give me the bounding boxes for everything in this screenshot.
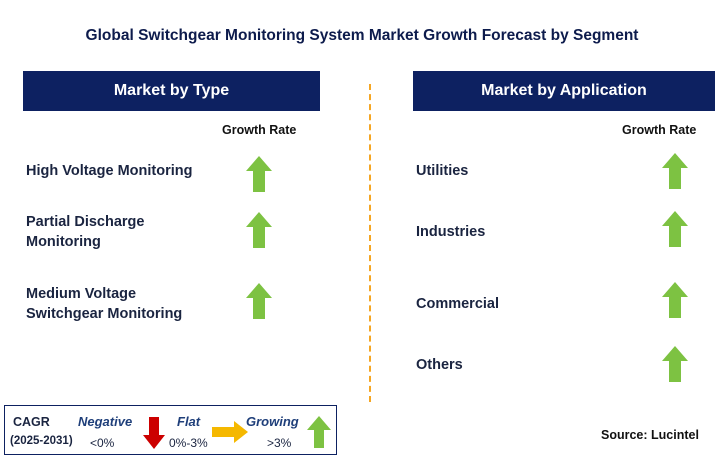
type-item-label: Medium Voltage — [26, 286, 137, 302]
type-item-label-line2: Switchgear Monitoring — [26, 306, 183, 322]
up-arrow-icon — [662, 346, 688, 382]
legend-negative-range: <0% — [90, 436, 115, 450]
down-arrow-icon — [143, 417, 165, 449]
dashed-divider — [369, 84, 371, 402]
up-arrow-icon — [307, 416, 331, 448]
legend-growing-range: >3% — [267, 436, 292, 450]
right-arrow-icon — [212, 421, 248, 443]
legend-years: (2025-2031) — [10, 435, 73, 447]
application-item-utilities: Utilities — [416, 163, 469, 179]
market-by-type-header: Market by Type — [23, 71, 320, 111]
type-item-high-voltage: High Voltage Monitoring — [26, 161, 192, 181]
up-arrow-icon — [662, 211, 688, 247]
source-label: Source: Lucintel — [601, 428, 699, 442]
growth-rate-label-type: Growth Rate — [222, 123, 297, 137]
application-item-others: Others — [416, 357, 463, 373]
market-by-application-header: Market by Application — [413, 71, 715, 111]
type-item-partial-discharge: Partial Discharge Monitoring — [26, 212, 144, 252]
page-title: Global Switchgear Monitoring System Mark… — [85, 27, 639, 44]
type-item-medium-voltage: Medium Voltage Switchgear Monitoring — [26, 284, 182, 324]
cagr-legend: CAGR (2025-2031) Negative <0% Flat 0%-3%… — [4, 405, 337, 455]
up-arrow-icon — [246, 156, 272, 192]
application-item-industries: Industries — [416, 224, 486, 240]
legend-negative-label: Negative — [78, 414, 133, 429]
type-item-label: Partial Discharge — [26, 214, 145, 230]
up-arrow-icon — [246, 212, 272, 248]
legend-flat-range: 0%-3% — [169, 436, 208, 450]
type-item-label: High Voltage Monitoring — [26, 163, 193, 179]
growth-rate-label-application: Growth Rate — [622, 123, 697, 137]
up-arrow-icon — [662, 282, 688, 318]
legend-cagr-label: CAGR — [13, 415, 50, 429]
legend-growing-label: Growing — [246, 414, 299, 429]
up-arrow-icon — [662, 153, 688, 189]
type-item-label-line2: Monitoring — [26, 234, 101, 250]
legend-flat-label: Flat — [177, 414, 201, 429]
application-item-commercial: Commercial — [416, 296, 500, 312]
up-arrow-icon — [246, 283, 272, 319]
